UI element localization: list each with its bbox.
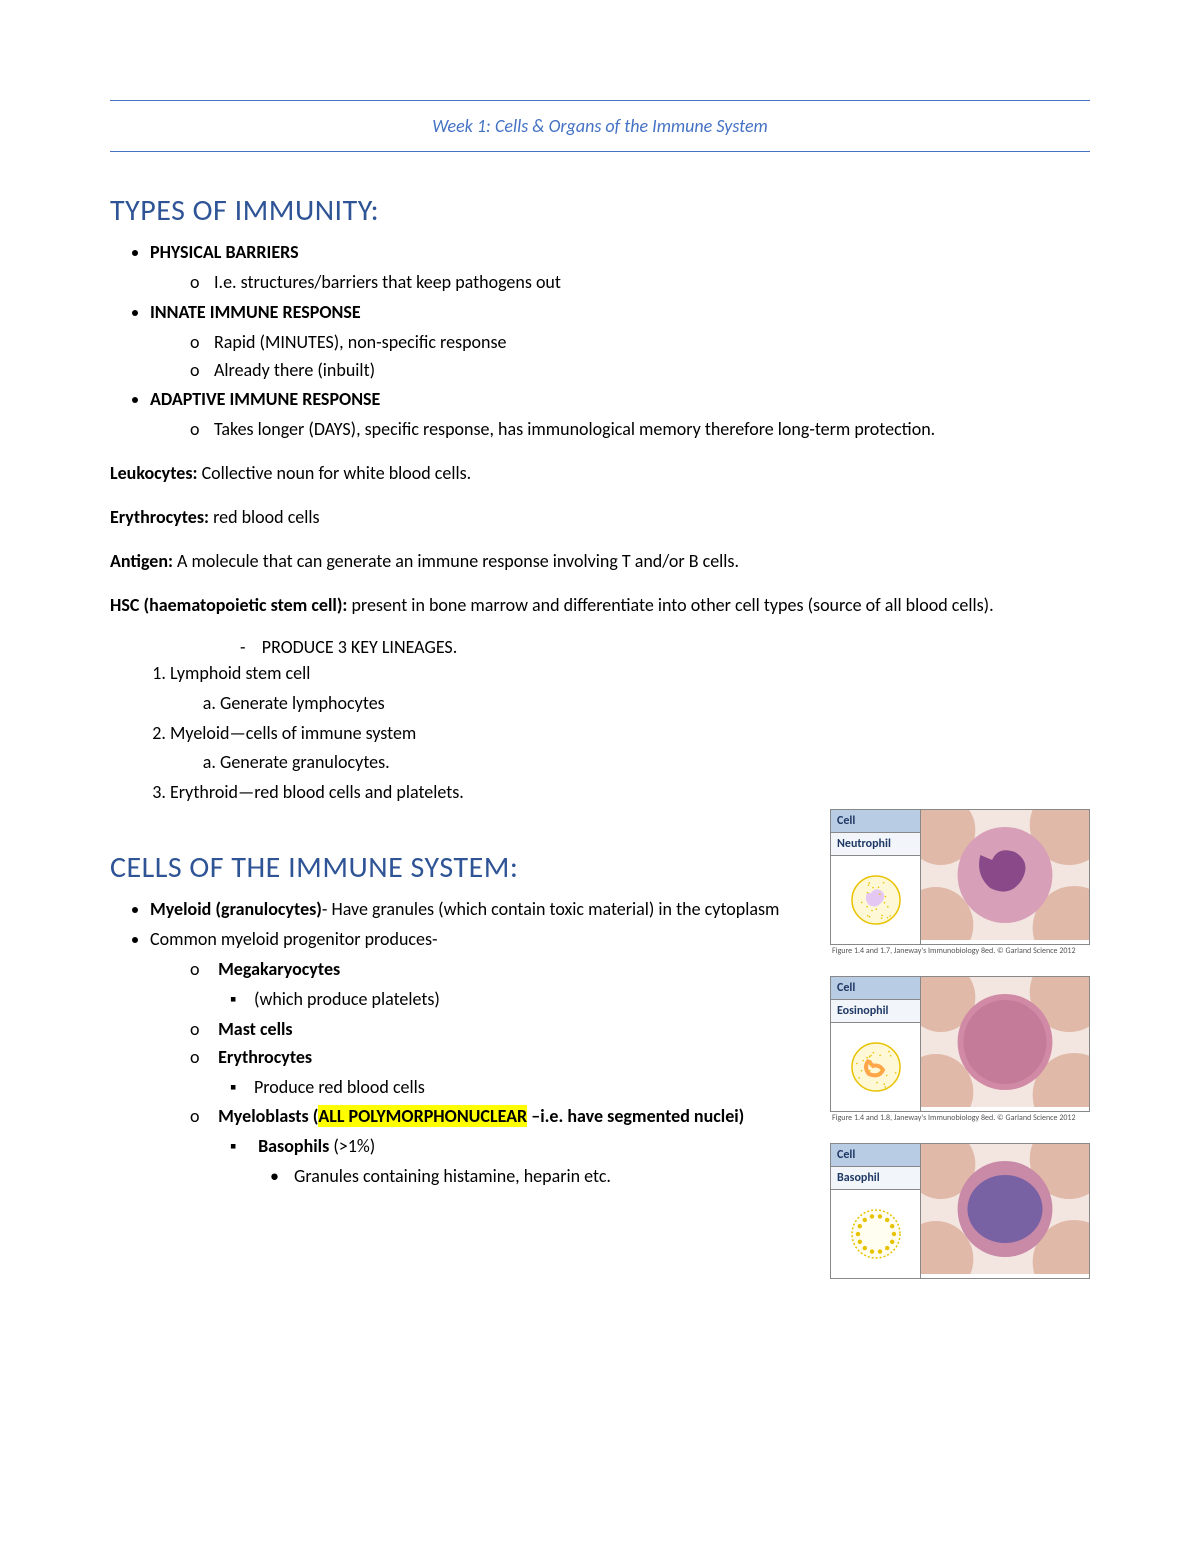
sub-item: Myeloblasts (ALL POLYMORPHONUCLEAR –i.e.… bbox=[190, 1103, 810, 1191]
sub-item: (which produce platelets) bbox=[230, 986, 810, 1014]
list-item: Common myeloid progenitor produces- Mega… bbox=[150, 926, 810, 1191]
eosinophil-icon bbox=[849, 1040, 903, 1094]
card-micro bbox=[921, 810, 1089, 944]
rest: - Have granules (which contain toxic mat… bbox=[322, 898, 780, 920]
list-item: INNATE IMMUNE RESPONSE Rapid (MINUTES), … bbox=[150, 299, 1090, 385]
dot-list: Granules containing histamine, heparin e… bbox=[270, 1163, 810, 1191]
list-item: Myeloid—cells of immune system Generate … bbox=[170, 720, 1090, 778]
sub-item: Erythrocytes Produce red blood cells bbox=[190, 1044, 810, 1102]
sub-item: I.e. structures/barriers that keep patho… bbox=[190, 269, 1090, 297]
label: Erythrocytes bbox=[218, 1046, 312, 1068]
sub-list: Rapid (MINUTES), non-specific response A… bbox=[190, 329, 1090, 385]
sub-item: Rapid (MINUTES), non-specific response bbox=[190, 329, 1090, 357]
definition-hsc: HSC (haematopoietic stem cell): present … bbox=[110, 592, 1090, 620]
sq-list: (which produce platelets) bbox=[230, 986, 810, 1014]
card-icon-box bbox=[831, 856, 921, 944]
item-label: PHYSICAL BARRIERS bbox=[150, 241, 299, 263]
sub-item: Basophils (>1%) Granules containing hist… bbox=[230, 1133, 810, 1191]
microscopy-image bbox=[921, 810, 1089, 940]
card-name: Neutrophil bbox=[831, 833, 921, 856]
alpha-list: Generate lymphocytes bbox=[200, 690, 1090, 718]
list-item: ADAPTIVE IMMUNE RESPONSE Takes longer (D… bbox=[150, 386, 1090, 444]
label: Lymphoid stem cell bbox=[170, 662, 310, 684]
sub-item: Takes longer (DAYS), specific response, … bbox=[190, 416, 1090, 444]
sq-list: Produce red blood cells bbox=[230, 1074, 810, 1102]
card-name: Eosinophil bbox=[831, 1000, 921, 1023]
label: Common myeloid progenitor produces- bbox=[150, 928, 438, 950]
item-label: ADAPTIVE IMMUNE RESPONSE bbox=[150, 388, 380, 410]
definition-erythrocytes: Erythrocytes: red blood cells bbox=[110, 504, 1090, 532]
def: Collective noun for white blood cells. bbox=[198, 462, 472, 484]
cell-card-eosinophil: Cell Eosinophil bbox=[830, 976, 1090, 1112]
sub-item: Produce red blood cells bbox=[230, 1074, 810, 1102]
term: Antigen: bbox=[110, 550, 173, 572]
card-header: Cell bbox=[831, 977, 921, 1000]
two-column-layout: CELLS OF THE IMMUNE SYSTEM: Myeloid (gra… bbox=[110, 809, 1090, 1303]
section-heading-immunity: TYPES OF IMMUNITY: bbox=[110, 192, 1090, 229]
lineages-list: Lymphoid stem cell Generate lymphocytes … bbox=[150, 660, 1090, 807]
list-item: Myeloid (granulocytes)- Have granules (w… bbox=[150, 896, 810, 924]
card-caption: Figure 1.4 and 1.8, Janeway's Immunobiol… bbox=[832, 1114, 1090, 1123]
alpha-list: Generate granulocytes. bbox=[200, 749, 1090, 777]
card-caption: Figure 1.4 and 1.7, Janeway's Immunobiol… bbox=[832, 947, 1090, 956]
card-name: Basophil bbox=[831, 1167, 921, 1190]
cells-list: Myeloid (granulocytes)- Have granules (w… bbox=[150, 896, 810, 1191]
definition-antigen: Antigen: A molecule that can generate an… bbox=[110, 548, 1090, 576]
section-heading-cells: CELLS OF THE IMMUNE SYSTEM: bbox=[110, 849, 810, 886]
definition-leukocytes: Leukocytes: Collective noun for white bl… bbox=[110, 460, 1090, 488]
card-micro bbox=[921, 977, 1089, 1111]
term: HSC (haematopoietic stem cell): bbox=[110, 594, 347, 616]
label: Myeloblasts ( bbox=[218, 1105, 318, 1127]
sub-item: Generate granulocytes. bbox=[220, 749, 1090, 777]
microscopy-image bbox=[921, 1144, 1089, 1274]
neutrophil-icon bbox=[849, 873, 903, 927]
sub-list: I.e. structures/barriers that keep patho… bbox=[190, 269, 1090, 297]
term: Leukocytes: bbox=[110, 462, 198, 484]
right-column-cell-cards: Cell Neutrophil Figure 1.4 and 1.7, Jane… bbox=[830, 809, 1090, 1303]
highlight: ALL POLYMORPHONUCLEAR bbox=[318, 1105, 527, 1127]
label: –i.e. have segmented nuclei) bbox=[527, 1105, 744, 1127]
header-rule-bottom bbox=[110, 151, 1090, 152]
term: Erythrocytes: bbox=[110, 506, 209, 528]
def: A molecule that can generate an immune r… bbox=[173, 550, 739, 572]
card-icon-box bbox=[831, 1190, 921, 1278]
label: Erythroid—red blood cells and platelets. bbox=[170, 781, 464, 803]
lineages-dash: PRODUCE 3 KEY LINEAGES. bbox=[240, 636, 1090, 658]
header-title: Week 1: Cells & Organs of the Immune Sys… bbox=[110, 101, 1090, 151]
item-label: INNATE IMMUNE RESPONSE bbox=[150, 301, 361, 323]
pct: (>1%) bbox=[329, 1135, 375, 1157]
left-column: CELLS OF THE IMMUNE SYSTEM: Myeloid (gra… bbox=[110, 809, 810, 1195]
card-header: Cell bbox=[831, 810, 921, 833]
label: Megakaryocytes bbox=[218, 958, 340, 980]
microscopy-image bbox=[921, 977, 1089, 1107]
list-item: PHYSICAL BARRIERS I.e. structures/barrie… bbox=[150, 239, 1090, 297]
sub-item: Granules containing histamine, heparin e… bbox=[270, 1163, 810, 1191]
sub-list: Takes longer (DAYS), specific response, … bbox=[190, 416, 1090, 444]
list-item: Lymphoid stem cell Generate lymphocytes bbox=[170, 660, 1090, 718]
sub-item: Mast cells bbox=[190, 1016, 810, 1044]
card-icon-box bbox=[831, 1023, 921, 1111]
basophil-icon bbox=[849, 1207, 903, 1261]
bold-term: Myeloid (granulocytes) bbox=[150, 898, 322, 920]
card-header: Cell bbox=[831, 1144, 921, 1167]
label: Basophils bbox=[258, 1135, 329, 1157]
card-micro bbox=[921, 1144, 1089, 1278]
label: Mast cells bbox=[218, 1018, 293, 1040]
sub-item: Generate lymphocytes bbox=[220, 690, 1090, 718]
def: present in bone marrow and differentiate… bbox=[347, 594, 993, 616]
label: Myeloid—cells of immune system bbox=[170, 722, 416, 744]
cell-card-neutrophil: Cell Neutrophil bbox=[830, 809, 1090, 945]
sq-list: Basophils (>1%) Granules containing hist… bbox=[230, 1133, 810, 1191]
sub-item: Megakaryocytes (which produce platelets) bbox=[190, 956, 810, 1014]
list-item: Erythroid—red blood cells and platelets. bbox=[170, 779, 1090, 807]
immunity-list: PHYSICAL BARRIERS I.e. structures/barrie… bbox=[150, 239, 1090, 444]
progenitor-list: Megakaryocytes (which produce platelets)… bbox=[190, 956, 810, 1191]
cell-card-basophil: Cell Basophil bbox=[830, 1143, 1090, 1279]
document-page: Week 1: Cells & Organs of the Immune Sys… bbox=[0, 0, 1200, 1363]
def: red blood cells bbox=[209, 506, 320, 528]
sub-item: Already there (inbuilt) bbox=[190, 357, 1090, 385]
